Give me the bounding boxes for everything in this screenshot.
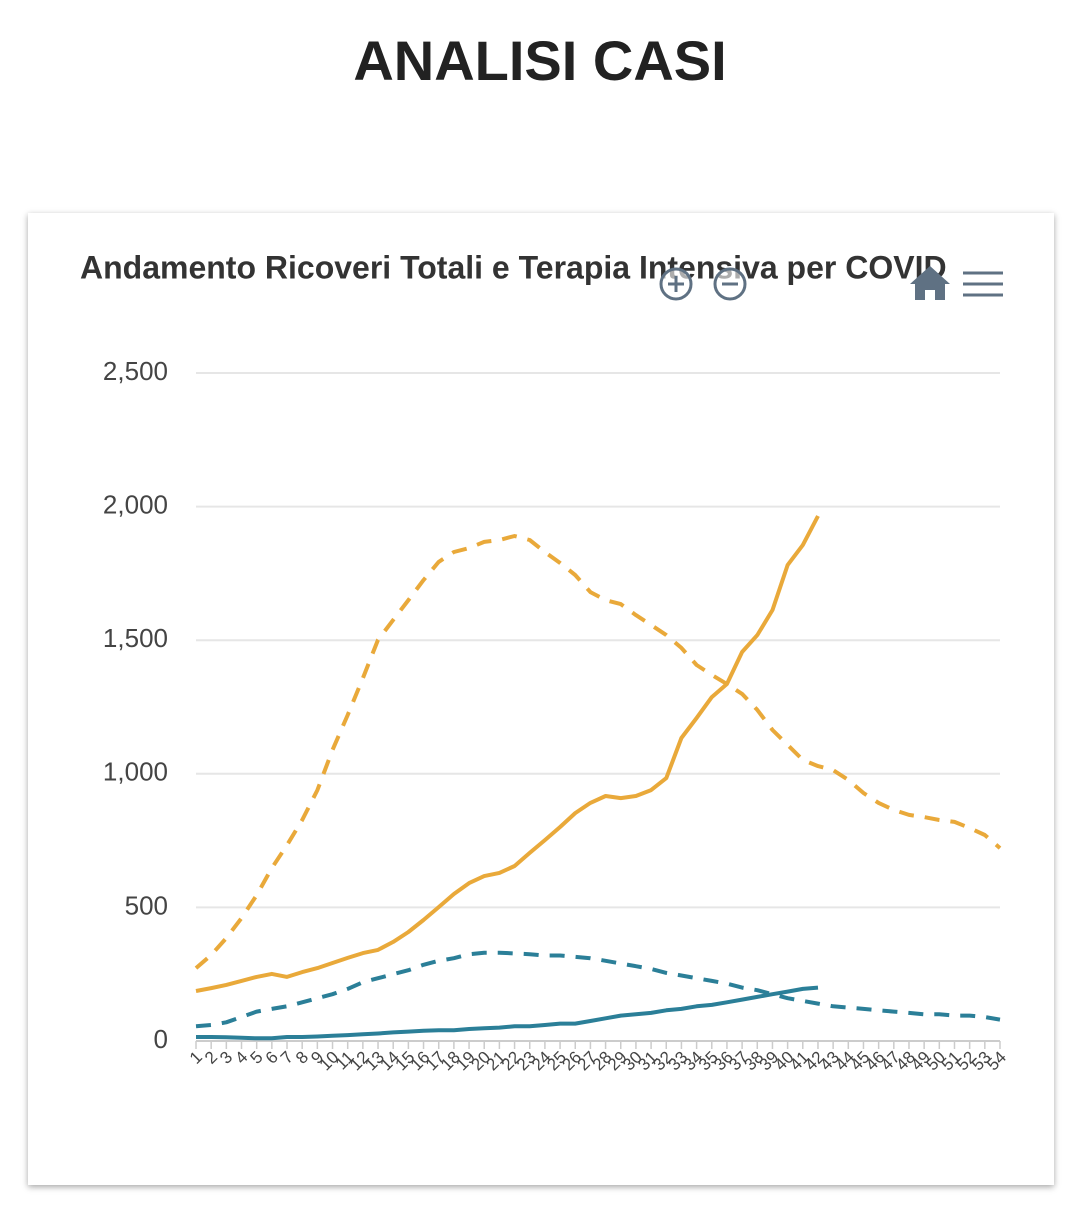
x-tick-label: 1 [186, 1048, 206, 1068]
x-tick-label: 2 [201, 1048, 221, 1068]
chart-title: Andamento Ricoveri Totali e Terapia Inte… [80, 249, 947, 285]
x-tick-label: 6 [262, 1048, 282, 1068]
menu[interactable] [963, 271, 1003, 297]
y-tick-label: 500 [125, 890, 168, 920]
y-tick-label: 2,500 [103, 356, 168, 386]
series-line [195, 515, 820, 993]
x-tick-label: 54 [983, 1048, 1010, 1075]
x-tick-label: 3 [216, 1048, 236, 1068]
zoom-in[interactable] [659, 267, 693, 301]
zoom-out[interactable] [713, 267, 747, 301]
x-tick-label: 4 [231, 1048, 251, 1068]
y-tick-label: 2,000 [103, 489, 168, 519]
reset-home[interactable] [910, 266, 950, 300]
x-tick-label: 8 [292, 1048, 312, 1068]
series-line [194, 534, 1002, 970]
series-line [196, 985, 819, 1041]
chart-card [28, 213, 1054, 1185]
series-line [195, 950, 1001, 1029]
x-tick-label: 7 [277, 1048, 297, 1068]
page-title: ANALISI CASI [353, 29, 727, 92]
y-tick-label: 1,000 [103, 757, 168, 787]
x-tick-label: 5 [247, 1048, 267, 1068]
y-tick-label: 1,500 [103, 623, 168, 653]
y-tick-label: 0 [154, 1024, 168, 1054]
